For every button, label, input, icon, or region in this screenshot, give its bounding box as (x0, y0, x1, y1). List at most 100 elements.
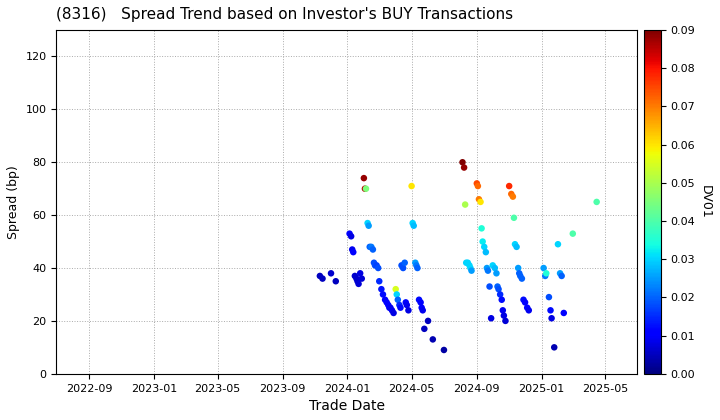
Point (344, 230, 356, 237)
Y-axis label: Spread (bp): Spread (bp) (7, 165, 20, 239)
Point (466, 267, 477, 274)
Point (390, 286, 402, 292)
Point (492, 286, 504, 292)
Point (554, 270, 566, 277)
Point (422, 318, 433, 324)
Point (538, 265, 549, 271)
Point (471, 180, 482, 187)
Y-axis label: DV01: DV01 (699, 185, 712, 219)
Point (400, 299, 412, 306)
Point (487, 262, 498, 269)
Point (369, 262, 381, 269)
Point (545, 307, 557, 314)
Point (408, 222, 420, 229)
Point (382, 302, 394, 308)
Point (591, 199, 603, 205)
Point (496, 297, 508, 303)
Point (406, 183, 418, 189)
Point (388, 310, 400, 316)
Point (462, 260, 474, 266)
Point (543, 294, 554, 300)
Point (396, 262, 408, 269)
Point (367, 246, 379, 253)
Point (348, 249, 359, 255)
Point (461, 260, 472, 266)
Point (379, 297, 391, 303)
Point (482, 267, 494, 274)
Point (366, 244, 377, 250)
Point (456, 159, 468, 165)
Point (363, 222, 374, 229)
Point (402, 307, 414, 314)
Point (489, 265, 500, 271)
Point (415, 299, 426, 306)
Point (479, 244, 490, 250)
Point (516, 275, 528, 282)
Point (464, 265, 476, 271)
Point (507, 193, 518, 200)
Point (476, 225, 487, 232)
Point (394, 302, 405, 308)
Point (354, 270, 366, 277)
Point (513, 265, 524, 271)
Point (417, 307, 428, 314)
Point (490, 270, 502, 277)
Point (399, 260, 410, 266)
Point (472, 183, 484, 189)
Point (412, 265, 423, 271)
Point (346, 246, 358, 253)
Point (541, 270, 552, 277)
Point (374, 278, 385, 285)
Point (477, 238, 488, 245)
Point (358, 175, 369, 181)
Point (381, 299, 392, 306)
Point (556, 273, 567, 279)
Point (498, 312, 510, 319)
Point (325, 270, 337, 277)
Point (459, 164, 470, 171)
Point (359, 185, 371, 192)
Point (351, 275, 362, 282)
Point (353, 281, 364, 287)
Point (480, 249, 492, 255)
Point (384, 304, 396, 311)
Point (549, 344, 560, 351)
X-axis label: Trade Date: Trade Date (309, 399, 385, 413)
Point (418, 326, 430, 332)
Point (558, 310, 570, 316)
Point (497, 307, 508, 314)
Point (371, 262, 382, 269)
Point (519, 299, 531, 306)
Point (397, 265, 409, 271)
Point (356, 275, 367, 282)
Point (481, 265, 492, 271)
Point (413, 297, 425, 303)
Point (464, 262, 475, 269)
Point (474, 199, 486, 205)
Point (567, 230, 579, 237)
Point (317, 275, 328, 282)
Text: (8316)   Spread Trend based on Investor's BUY Transactions: (8316) Spread Trend based on Investor's … (56, 7, 513, 22)
Point (391, 291, 402, 298)
Point (410, 260, 421, 266)
Point (364, 244, 375, 250)
Point (552, 241, 564, 247)
Point (459, 201, 471, 208)
Point (495, 291, 506, 298)
Point (500, 318, 511, 324)
Point (523, 307, 534, 314)
Point (505, 191, 517, 197)
Point (416, 304, 428, 311)
Point (395, 304, 406, 311)
Point (427, 336, 438, 343)
Point (401, 302, 413, 308)
Point (346, 233, 357, 240)
Point (521, 304, 533, 311)
Point (513, 270, 525, 277)
Point (352, 278, 364, 285)
Point (492, 283, 503, 290)
Point (515, 273, 526, 279)
Point (410, 262, 422, 269)
Point (473, 196, 485, 202)
Point (386, 307, 397, 314)
